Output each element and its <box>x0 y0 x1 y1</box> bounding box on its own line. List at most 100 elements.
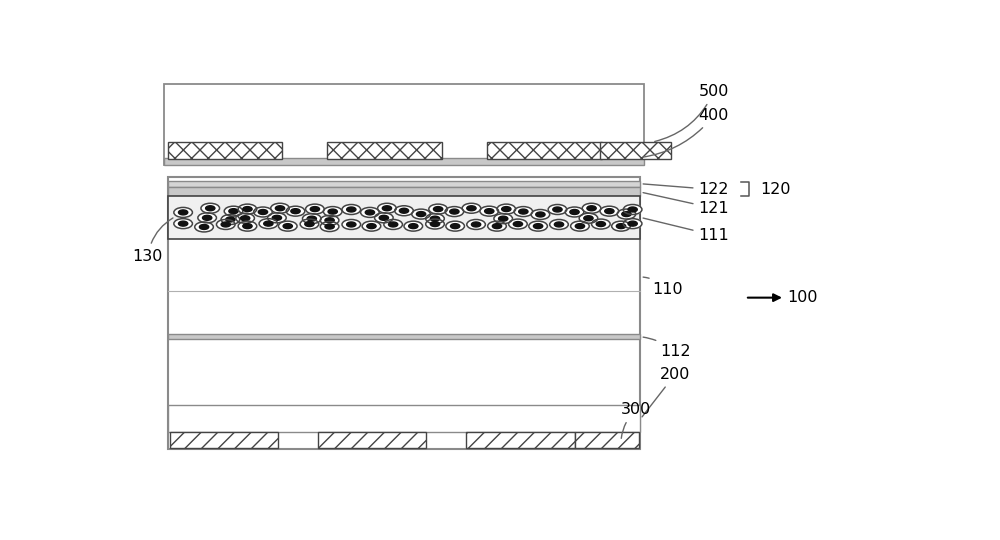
Circle shape <box>379 215 388 220</box>
Circle shape <box>612 221 630 231</box>
Circle shape <box>238 204 257 214</box>
Circle shape <box>258 210 268 214</box>
Circle shape <box>502 207 511 212</box>
Bar <box>168 187 640 196</box>
Text: 200: 200 <box>642 367 690 417</box>
Circle shape <box>426 214 444 224</box>
Circle shape <box>513 221 523 227</box>
Circle shape <box>221 222 230 227</box>
Text: 500: 500 <box>655 84 729 141</box>
Text: 130: 130 <box>133 218 173 264</box>
Circle shape <box>347 222 356 227</box>
Circle shape <box>570 210 579 214</box>
Text: 300: 300 <box>621 402 651 438</box>
Circle shape <box>236 213 254 223</box>
Circle shape <box>553 207 562 212</box>
Circle shape <box>382 206 392 211</box>
Circle shape <box>174 207 192 218</box>
Circle shape <box>409 224 418 228</box>
Circle shape <box>325 218 334 223</box>
Circle shape <box>575 224 585 228</box>
Circle shape <box>224 206 243 216</box>
Circle shape <box>628 207 637 212</box>
Circle shape <box>596 221 606 227</box>
Bar <box>168 334 640 339</box>
Bar <box>168 181 640 187</box>
Circle shape <box>554 222 564 227</box>
Circle shape <box>361 207 379 218</box>
Circle shape <box>600 206 619 216</box>
Circle shape <box>202 215 212 220</box>
Circle shape <box>328 209 337 214</box>
Circle shape <box>497 204 516 214</box>
Bar <box>318 433 426 448</box>
Circle shape <box>320 221 339 232</box>
Bar <box>466 433 574 448</box>
Circle shape <box>628 221 637 226</box>
Circle shape <box>362 221 381 231</box>
Circle shape <box>291 208 300 214</box>
Circle shape <box>480 206 499 216</box>
Circle shape <box>283 224 292 228</box>
Circle shape <box>494 214 512 224</box>
Circle shape <box>623 219 642 228</box>
Text: 110: 110 <box>643 277 683 297</box>
Circle shape <box>467 219 485 230</box>
Bar <box>600 141 671 159</box>
Circle shape <box>259 219 278 228</box>
Bar <box>168 141 282 159</box>
Circle shape <box>605 208 614 214</box>
Circle shape <box>471 222 481 227</box>
Bar <box>168 196 640 239</box>
Circle shape <box>201 203 220 213</box>
Circle shape <box>582 203 601 213</box>
Circle shape <box>587 206 596 211</box>
Circle shape <box>514 207 533 217</box>
Text: 112: 112 <box>643 337 690 359</box>
Bar <box>170 433 278 448</box>
Circle shape <box>499 216 508 221</box>
Bar <box>574 433 639 448</box>
Circle shape <box>342 219 361 230</box>
Circle shape <box>367 224 376 228</box>
Bar <box>487 141 602 159</box>
Circle shape <box>426 219 444 229</box>
Circle shape <box>430 221 440 227</box>
Circle shape <box>416 212 426 217</box>
Circle shape <box>300 219 319 229</box>
Circle shape <box>536 212 545 217</box>
Circle shape <box>199 225 209 230</box>
Circle shape <box>622 212 631 217</box>
Circle shape <box>243 224 252 228</box>
Circle shape <box>365 210 375 215</box>
Circle shape <box>445 207 464 217</box>
Circle shape <box>206 206 215 211</box>
Text: 121: 121 <box>643 193 729 216</box>
Circle shape <box>519 209 528 214</box>
Text: 122: 122 <box>643 182 729 197</box>
Circle shape <box>616 224 626 228</box>
Circle shape <box>342 205 361 214</box>
Circle shape <box>325 224 334 229</box>
Circle shape <box>229 208 238 214</box>
Circle shape <box>275 206 285 211</box>
Circle shape <box>531 210 550 219</box>
Circle shape <box>278 221 297 231</box>
Circle shape <box>395 206 413 216</box>
Circle shape <box>592 219 610 229</box>
Circle shape <box>254 207 272 217</box>
Circle shape <box>347 207 356 212</box>
Circle shape <box>404 221 423 231</box>
Circle shape <box>268 213 286 223</box>
Circle shape <box>533 224 543 228</box>
Circle shape <box>492 224 502 228</box>
Text: 400: 400 <box>643 108 729 157</box>
Circle shape <box>529 221 547 231</box>
Circle shape <box>238 221 257 231</box>
Circle shape <box>271 203 289 213</box>
Circle shape <box>579 213 598 223</box>
Circle shape <box>272 215 282 220</box>
Circle shape <box>178 210 188 215</box>
Circle shape <box>384 219 402 230</box>
Circle shape <box>450 209 459 214</box>
